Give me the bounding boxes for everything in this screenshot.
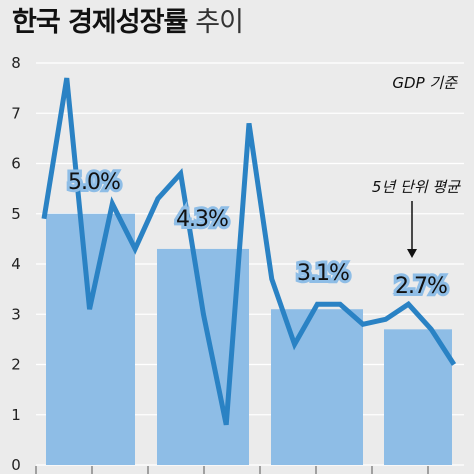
bar-value-label: 2.7% bbox=[395, 274, 447, 299]
basis-note: GDP 기준 bbox=[392, 74, 458, 92]
bar bbox=[46, 213, 135, 465]
chart-title: 한국 경제성장률 추이 bbox=[12, 0, 244, 40]
bar-value-label: 4.3% bbox=[176, 207, 228, 232]
y-tick-label: 5 bbox=[11, 205, 21, 223]
y-tick-label: 0 bbox=[11, 456, 21, 474]
y-tick-label: 2 bbox=[11, 356, 21, 374]
y-tick-label: 6 bbox=[11, 155, 21, 173]
annotation-arrow-head bbox=[407, 249, 417, 258]
bar bbox=[384, 329, 452, 465]
y-tick-label: 1 bbox=[11, 406, 21, 424]
bar bbox=[271, 309, 363, 465]
y-tick-label: 4 bbox=[11, 255, 21, 273]
growth-line bbox=[41, 77, 457, 426]
y-tick-label: 8 bbox=[11, 54, 21, 72]
y-tick-label: 3 bbox=[11, 305, 21, 323]
chart-title-sub: 추이 bbox=[195, 7, 244, 38]
bar-value-label: 3.1% bbox=[297, 261, 349, 286]
average-annotation: 5년 단위 평균 bbox=[372, 178, 461, 196]
bar-value-label: 5.0% bbox=[68, 170, 120, 195]
y-tick-label: 7 bbox=[11, 104, 21, 122]
chart-title-main: 한국 경제성장률 bbox=[12, 7, 188, 38]
